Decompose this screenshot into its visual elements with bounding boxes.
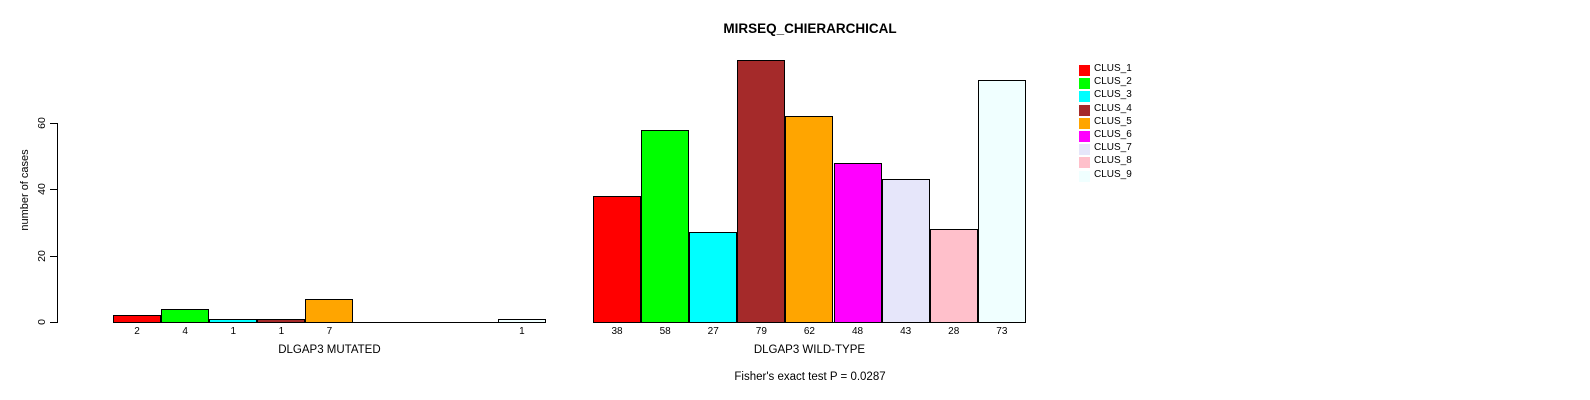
bar-value-label: 27 <box>707 325 719 337</box>
legend-label: CLUS_9 <box>1094 168 1132 180</box>
bar-clus-7 <box>881 179 930 323</box>
group-label: DLGAP3 WILD-TYPE <box>753 343 866 356</box>
bar-value-label: 1 <box>519 325 525 337</box>
bar-clus-4 <box>257 318 306 323</box>
bar-clus-1 <box>593 195 642 323</box>
legend-label: CLUS_1 <box>1094 63 1132 74</box>
bar-clus-5 <box>785 116 834 323</box>
chart-title: MIRSEQ_CHIERARCHICAL <box>723 21 897 36</box>
bar-value-label: 7 <box>326 325 333 337</box>
legend-label: CLUS_2 <box>1094 76 1132 88</box>
bar-clus-6 <box>833 162 882 323</box>
legend-swatch-clus-1 <box>1079 65 1090 76</box>
bar-value-label: 58 <box>659 325 671 337</box>
bar-clus-3 <box>689 232 738 323</box>
bar-value-label: 1 <box>230 325 237 337</box>
legend-swatch-clus-6 <box>1079 131 1090 142</box>
legend-swatch-clus-7 <box>1079 144 1090 156</box>
legend-swatch-clus-9 <box>1079 170 1090 182</box>
bar-clus-2 <box>641 129 690 323</box>
legend-swatch-clus-5 <box>1079 117 1090 129</box>
bar-clus-4 <box>737 59 786 323</box>
legend-swatch-clus-8 <box>1079 157 1090 169</box>
y-tick-mark <box>50 322 57 323</box>
bar-value-label: 79 <box>755 325 767 337</box>
legend-label: CLUS_4 <box>1094 102 1132 114</box>
fisher-test-annotation: Fisher's exact test P = 0.0287 <box>734 371 886 383</box>
bar-clus-9 <box>977 79 1026 323</box>
bar-clus-2 <box>161 308 210 323</box>
bar-value-label: 48 <box>851 325 864 337</box>
y-tick-mark <box>50 189 57 191</box>
bar-clus-5 <box>305 298 354 323</box>
bar-value-label: 43 <box>900 325 912 337</box>
bar-value-label: 73 <box>996 325 1008 337</box>
legend-swatch-clus-3 <box>1079 91 1090 103</box>
legend-swatch-clus-2 <box>1079 78 1090 90</box>
legend-label: CLUS_8 <box>1094 155 1132 167</box>
bar-value-label: 28 <box>948 325 960 337</box>
bar-value-label: 4 <box>182 325 188 337</box>
bar-value-label: 38 <box>611 325 623 337</box>
bar-clus-9 <box>497 318 546 323</box>
y-tick-mark <box>50 255 57 257</box>
bar-clus-8 <box>929 229 978 323</box>
legend-label: CLUS_7 <box>1094 142 1132 154</box>
bar-clus-1 <box>113 315 162 323</box>
bar-value-label: 1 <box>278 325 285 337</box>
bar-value-label: 62 <box>803 325 815 337</box>
legend-label: CLUS_3 <box>1094 89 1132 101</box>
y-axis-line <box>57 123 58 323</box>
legend-swatch-clus-4 <box>1079 104 1090 116</box>
group-label: DLGAP3 MUTATED <box>278 343 381 356</box>
legend-label: CLUS_6 <box>1094 129 1132 140</box>
y-tick-mark <box>50 123 57 124</box>
bar-clus-3 <box>209 318 258 323</box>
legend-label: CLUS_5 <box>1094 115 1132 127</box>
bar-value-label: 2 <box>134 325 140 337</box>
